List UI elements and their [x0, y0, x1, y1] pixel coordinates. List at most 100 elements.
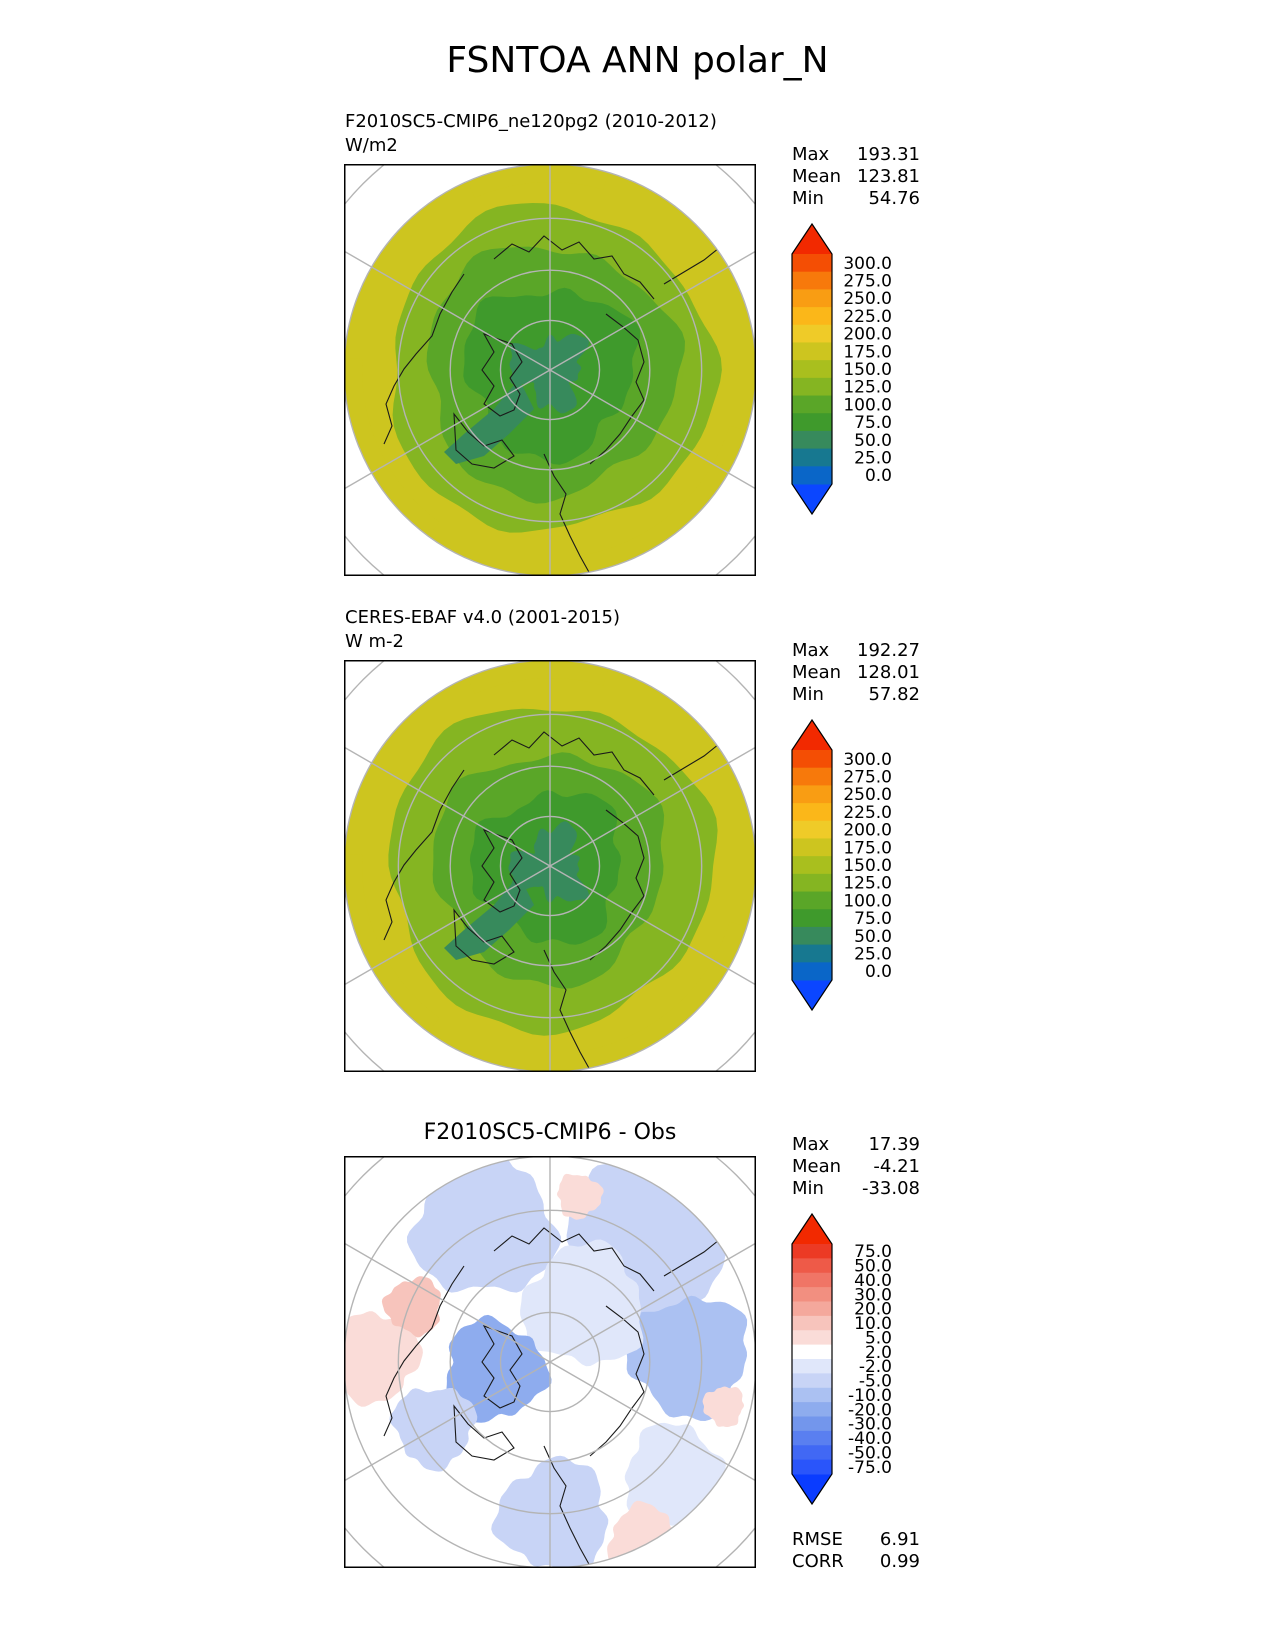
colorbar-swatch-10 [792, 909, 832, 928]
coastline-4 [481, 332, 523, 417]
meridian-inner-60 [549, 1336, 594, 1363]
panel-1-title-line-1: F2010SC5-CMIP6_ne120pg2 (2010-2012) [345, 111, 717, 132]
colorbar-tick-label: 50.0 [854, 431, 892, 451]
panel-1-colorbar: 0.0 25.0 50.0 75.0 100.0 125.0 150.0 175.0 200.0… [790, 222, 930, 522]
colorbar-tick-label: 100.0 [843, 891, 892, 911]
colorbar-extend-under [792, 980, 832, 1010]
panel-1-stat-min: Min 54.76 [792, 188, 920, 209]
colorbar-swatch-13 [792, 466, 832, 485]
colorbar-tick-label: 175.0 [843, 838, 892, 858]
meridian-inner-120 [549, 369, 594, 396]
colorbar-swatch-14 [792, 1430, 832, 1446]
colorbar-tick-label: 75.0 [854, 909, 892, 929]
colorbar-tick-label: 10.0 [854, 1314, 892, 1334]
panel-1-stats: Max 193.31 Mean 123.81 Min 54.76 [792, 144, 920, 210]
meridian-120 [592, 394, 756, 490]
colorbar-swatch-2 [792, 271, 832, 290]
colorbar-swatch-8 [792, 377, 832, 397]
colorbar-swatch-6 [792, 1315, 832, 1331]
contour-band-2-5 [557, 1173, 604, 1220]
panel-3-extra-stats: RMSE 6.91 CORR 0.99 [792, 1529, 920, 1573]
meridian-inner-60 [549, 344, 594, 371]
colorbar-swatch-5 [792, 1301, 832, 1317]
meridian-240 [344, 1386, 508, 1482]
panel-3-title: F2010SC5-CMIP6 - Obs [423, 1120, 677, 1145]
colorbar-swatch-11 [792, 430, 832, 450]
meridian-300 [344, 746, 508, 842]
colorbar-swatch-10 [792, 413, 832, 432]
colorbar-swatch-7 [792, 856, 832, 875]
colorbar-swatch-12 [792, 944, 832, 963]
colorbar-swatch-5 [792, 820, 832, 839]
panel-3-stat-mean: Mean -4.21 [792, 1156, 920, 1177]
panel-3-stat-max: Max 17.39 [792, 1134, 920, 1155]
colorbar-tick-label: 275.0 [843, 272, 892, 292]
contour-band--30--20 [446, 1314, 552, 1423]
contour-band-175-200-patch-1 [581, 425, 751, 576]
colorbar-swatch-12 [792, 1402, 832, 1417]
colorbar-tick-label: 125.0 [843, 378, 892, 398]
coastline-5 [453, 412, 515, 469]
colorbar-swatch-2 [792, 767, 832, 786]
contour-band-50-75 [509, 333, 589, 414]
coastline-3 [589, 1305, 645, 1457]
colorbar-swatch-4 [792, 803, 832, 822]
colorbar-extend-over [792, 720, 832, 750]
meridian-inner-60 [549, 840, 594, 867]
colorbar-tick-label: 150.0 [843, 856, 892, 876]
coastline-4 [481, 828, 523, 913]
colorbar-swatch-6 [792, 342, 832, 361]
panel-2-colorbar: 0.0 25.0 50.0 75.0 100.0 125.0 150.0 175.0 200.0… [790, 718, 930, 1018]
colorbar-tick-label: 275.0 [843, 768, 892, 788]
contour-band-5-10 [381, 1276, 441, 1338]
meridian-inner-240 [506, 865, 551, 892]
contour-band-175-200-patch-2 [344, 853, 440, 1036]
panel-3-stat-rmse: RMSE 6.91 [792, 1529, 920, 1550]
coastline-5 [453, 908, 515, 965]
colorbar-swatch-10 [792, 1373, 832, 1389]
map-frame [344, 1156, 756, 1568]
colorbar-tick-label: 20.0 [854, 1300, 892, 1320]
colorbar-swatch-4 [792, 307, 832, 326]
colorbar-tick-label: 200.0 [843, 325, 892, 345]
colorbar-tick-label: 225.0 [843, 803, 892, 823]
colorbar-tick-label: 250.0 [843, 289, 892, 309]
field-contours [344, 164, 756, 576]
panel-2-title-line-1: CERES-EBAF v4.0 (2001-2015) [345, 607, 621, 628]
colorbar-swatch-3 [792, 785, 832, 804]
panel-2-units: W m-2 [345, 631, 405, 652]
contour-band-175-200-patch-2 [344, 357, 440, 540]
meridian-300 [344, 1242, 508, 1338]
colorbar-swatch-6 [792, 838, 832, 857]
coastline-5 [453, 1404, 515, 1461]
panel-1-units: W/m2 [345, 135, 398, 156]
colorbar-swatch-11 [792, 1387, 832, 1403]
colorbar-extend-over [792, 224, 832, 254]
map-frame [344, 660, 756, 1072]
meridian-240 [344, 890, 508, 986]
colorbar-tick-label: -75.0 [848, 1458, 892, 1478]
colorbar-tick-label: 50.0 [854, 1257, 892, 1277]
panel-3-stat-corr: CORR 0.99 [792, 1551, 920, 1572]
colorbar-swatch-7 [792, 1330, 832, 1346]
colorbar-tick-label: 5.0 [865, 1328, 892, 1348]
coastline-3 [589, 313, 645, 465]
meridian-300 [344, 250, 508, 346]
panel-1-stat-max: Max 193.31 [792, 144, 920, 165]
colorbar-tick-label: 25.0 [854, 945, 892, 965]
contour-band-175-200-patch-1 [581, 921, 751, 1072]
contour-band--5--2 [520, 1239, 644, 1367]
meridian-inner-300 [506, 344, 551, 371]
colorbar-swatch-13 [792, 1416, 832, 1432]
panel-1-stat-mean: Mean 123.81 [792, 166, 920, 187]
panel-3-stat-min: Min -33.08 [792, 1178, 920, 1199]
coastline-1 [493, 1227, 655, 1292]
colorbar-tick-label: 75.0 [854, 413, 892, 433]
colorbar-tick-label: 50.0 [854, 927, 892, 947]
colorbar-tick-label: -30.0 [848, 1415, 892, 1435]
colorbar-extend-over [792, 1214, 832, 1244]
meridian-60 [592, 1242, 756, 1338]
panel-2-stat-max: Max 192.27 [792, 640, 920, 661]
coastline-1 [493, 731, 655, 796]
meridian-60 [592, 746, 756, 842]
